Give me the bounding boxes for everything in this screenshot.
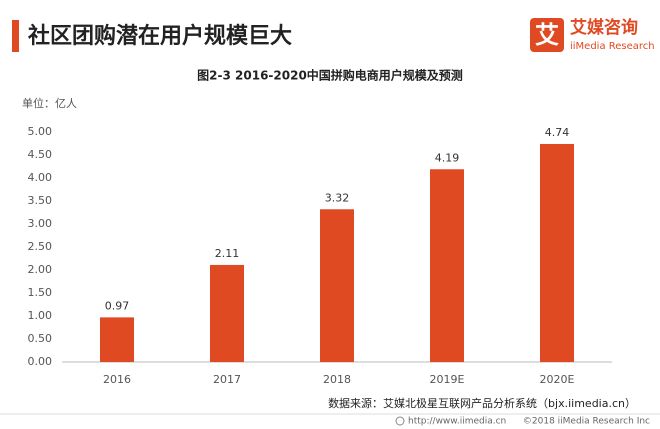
- x-tick-label: 2020E: [540, 373, 575, 386]
- value-label: 4.74: [545, 126, 570, 139]
- x-tick-label: 2019E: [430, 373, 465, 386]
- y-tick-label: 4.50: [28, 148, 53, 161]
- y-tick-label: 1.50: [28, 286, 53, 299]
- y-tick-label: 0.00: [28, 355, 53, 368]
- logo-box: [530, 18, 564, 52]
- page-title: 社区团购潜在用户规模巨大: [28, 23, 292, 49]
- y-tick-label: 4.00: [28, 171, 53, 184]
- value-label: 2.11: [215, 247, 240, 260]
- value-label: 3.32: [325, 191, 350, 204]
- bar: [100, 317, 134, 362]
- source: 数据来源：艾媒北极星互联网产品分析系统（bjx.iimedia.cn）: [328, 396, 636, 410]
- y-tick-label: 3.50: [28, 194, 53, 207]
- footer-url: http://www.iimedia.cn: [408, 417, 506, 427]
- footer-copyright: ©2018 iiMedia Research Inc: [523, 417, 650, 427]
- y-tick-label: 2.50: [28, 240, 53, 253]
- y-tick-label: 2.00: [28, 263, 53, 276]
- x-tick-label: 2018: [323, 373, 351, 386]
- bar: [430, 169, 464, 362]
- chart-title: 图2-3 2016-2020中国拼购电商用户规模及预测: [197, 68, 463, 83]
- title-accent: [12, 20, 19, 52]
- value-label: 4.19: [435, 151, 460, 164]
- y-tick-label: 1.00: [28, 309, 53, 322]
- y-tick-label: 5.00: [28, 125, 53, 138]
- x-tick-label: 2017: [213, 373, 241, 386]
- unit-label: 单位：亿人: [22, 96, 77, 110]
- y-tick-label: 3.00: [28, 217, 53, 230]
- logo-sub: iiMedia Research: [570, 41, 655, 52]
- x-tick-label: 2016: [103, 373, 131, 386]
- bar: [210, 264, 244, 362]
- y-tick-label: 0.50: [28, 332, 53, 345]
- logo-mark: 艾: [535, 21, 559, 49]
- bar: [320, 209, 354, 362]
- bar: [540, 143, 574, 362]
- value-label: 0.97: [105, 299, 130, 312]
- logo-name: 艾媒咨询: [570, 17, 638, 38]
- globe-icon: [395, 416, 405, 426]
